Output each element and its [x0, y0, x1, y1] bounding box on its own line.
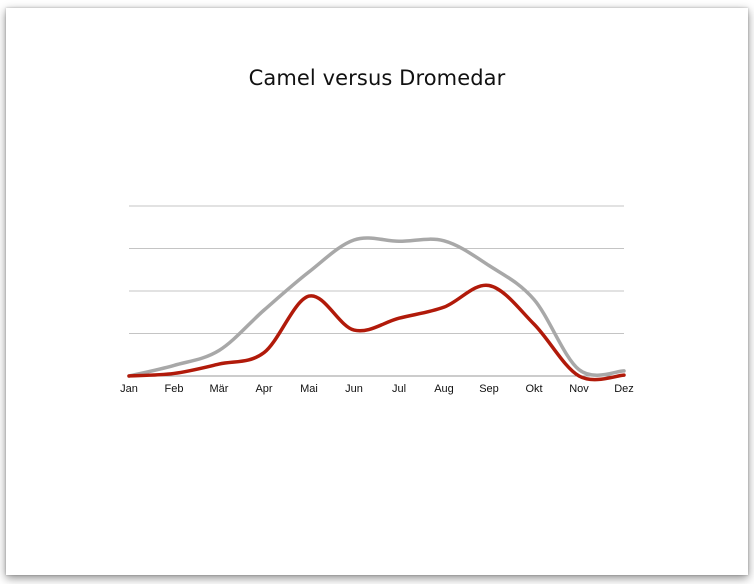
x-tick-label: Nov [569, 383, 589, 395]
x-tick-label: Aug [434, 383, 454, 395]
gridlines [129, 205, 624, 377]
x-tick-label: Sep [479, 383, 499, 395]
chart-title: Camel versus Dromedar [248, 66, 506, 90]
x-tick-label: Mär [210, 383, 229, 395]
x-tick-label: Jan [120, 383, 138, 395]
x-tick-label: Okt [525, 383, 542, 395]
x-tick-label: Jul [392, 383, 406, 395]
series-line-2 [127, 283, 626, 382]
series-layer [127, 236, 626, 382]
series-line-1 [127, 236, 626, 378]
x-tick-label: Feb [165, 383, 184, 395]
x-tick-labels: Jan Feb Mär Apr Mai Jun Jul Aug Sep Okt Nov Dez [120, 383, 634, 395]
x-tick-label: Jun [345, 383, 363, 395]
x-tick-label: Dez [614, 383, 634, 395]
x-tick-label: Mai [300, 383, 318, 395]
x-tick-label: Apr [255, 383, 272, 395]
